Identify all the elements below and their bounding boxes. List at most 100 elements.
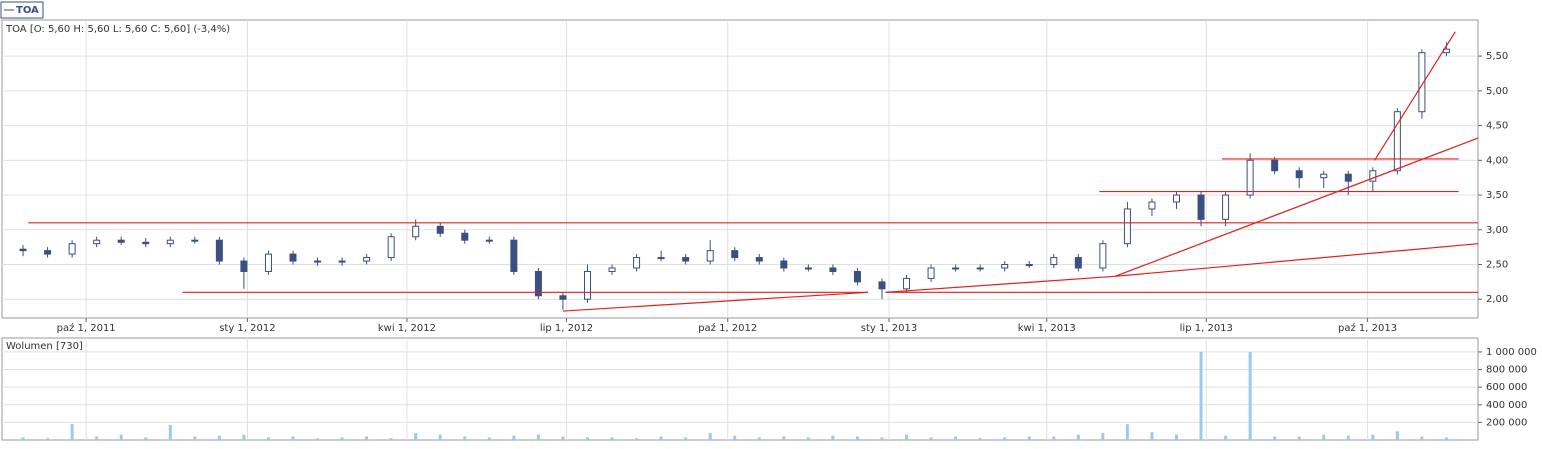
volume-bar bbox=[684, 437, 688, 440]
candle-body bbox=[166, 239, 174, 245]
candle-body bbox=[1222, 194, 1230, 220]
x-tick-label: lip 1, 2012 bbox=[540, 323, 593, 334]
y2-tick-label: 600 000 bbox=[1486, 382, 1527, 393]
volume-bar bbox=[708, 432, 712, 440]
volume-bar bbox=[929, 437, 933, 440]
candle-body bbox=[1172, 194, 1180, 203]
volume-bar bbox=[316, 438, 320, 440]
candle-body bbox=[976, 267, 984, 270]
candle-body bbox=[1418, 52, 1426, 113]
y-tick-label: 2,00 bbox=[1486, 294, 1508, 305]
candle-body bbox=[731, 250, 739, 259]
volume-bar bbox=[365, 436, 369, 440]
candle-body bbox=[44, 250, 52, 255]
volume-bar bbox=[1444, 437, 1448, 440]
volume-bar bbox=[144, 437, 148, 440]
candle-body bbox=[1025, 264, 1033, 267]
candle-body bbox=[363, 257, 371, 262]
volume-bar bbox=[1420, 436, 1424, 440]
volume-bar bbox=[855, 436, 859, 440]
trend-line bbox=[1374, 31, 1456, 161]
volume-bar bbox=[414, 432, 418, 440]
y-tick-label: 3,00 bbox=[1486, 225, 1508, 236]
legend-text: TOA [O: 5,60 H: 5,60 L: 5,60 C: 5,60] (-… bbox=[5, 24, 230, 35]
volume-bar bbox=[1273, 436, 1277, 440]
volume-bar bbox=[1322, 434, 1326, 440]
volume-bar bbox=[905, 434, 909, 440]
candle-body bbox=[215, 239, 223, 262]
trend-line bbox=[1115, 243, 1479, 277]
volume-bar bbox=[954, 436, 958, 440]
candle-body bbox=[583, 270, 591, 300]
y-tick-label: 4,50 bbox=[1486, 121, 1508, 132]
volume-bar bbox=[782, 436, 786, 440]
candle-body bbox=[117, 239, 125, 243]
candle-body bbox=[1295, 170, 1303, 179]
candle-body bbox=[1393, 111, 1401, 172]
volume-bar bbox=[1174, 434, 1178, 440]
volume-bar bbox=[340, 437, 344, 440]
candle-body bbox=[804, 267, 812, 270]
candle-body bbox=[608, 267, 616, 272]
volume-bar bbox=[1395, 431, 1399, 440]
candle-body bbox=[93, 239, 101, 245]
volume-bar bbox=[46, 438, 50, 440]
candle-body bbox=[264, 253, 272, 272]
symbol-box bbox=[0, 1, 44, 19]
candle-body bbox=[927, 267, 935, 279]
volume-bar bbox=[291, 436, 295, 440]
candle-body bbox=[903, 277, 911, 290]
y-tick-label: 4,00 bbox=[1486, 155, 1508, 166]
candle-body bbox=[755, 257, 763, 262]
candle-body bbox=[657, 257, 665, 260]
x-tick-label: paź 1, 2013 bbox=[1338, 322, 1397, 334]
volume-bar bbox=[1052, 436, 1056, 440]
candle-body bbox=[1320, 173, 1328, 179]
volume-bar bbox=[119, 434, 123, 440]
candle-body bbox=[1246, 159, 1254, 196]
volume-bar bbox=[438, 434, 442, 440]
candle-body bbox=[633, 257, 641, 269]
candle-body bbox=[19, 248, 27, 252]
y2-tick-label: 400 000 bbox=[1486, 400, 1527, 411]
volume-bar bbox=[193, 436, 197, 440]
candle-body bbox=[387, 236, 395, 259]
volume-bar bbox=[1027, 436, 1031, 440]
candle-body bbox=[534, 270, 542, 297]
volume-bar bbox=[1248, 351, 1252, 440]
candle-body bbox=[780, 260, 788, 269]
x-tick-label: kwi 1, 2012 bbox=[378, 323, 436, 334]
x-tick-label: paź 1, 2011 bbox=[57, 322, 116, 334]
volume-bar bbox=[880, 437, 884, 440]
y-tick-label: 3,50 bbox=[1486, 190, 1508, 201]
candle-body bbox=[1074, 257, 1082, 269]
candle-body bbox=[436, 225, 444, 234]
volume-panel bbox=[1, 337, 1479, 441]
candle-body bbox=[1099, 243, 1107, 269]
volume-bar bbox=[1003, 437, 1007, 440]
volume-bar bbox=[1224, 435, 1228, 440]
y-tick-label: 5,50 bbox=[1486, 51, 1508, 62]
candle-body bbox=[1271, 159, 1279, 172]
candle-body bbox=[314, 260, 322, 263]
volume-bar bbox=[757, 437, 761, 440]
x-tick-label: sty 1, 2012 bbox=[219, 323, 275, 334]
candle-body bbox=[1123, 208, 1131, 245]
candle-body bbox=[485, 239, 493, 242]
y-tick-label: 5,00 bbox=[1486, 86, 1508, 97]
volume-bar bbox=[806, 437, 810, 440]
candle-body bbox=[706, 250, 714, 262]
trend-line bbox=[885, 275, 1116, 293]
volume-bar bbox=[585, 437, 589, 440]
volume-bar bbox=[1346, 435, 1350, 440]
candle-body bbox=[559, 295, 567, 300]
grid bbox=[2, 20, 1482, 440]
volume-bar bbox=[1125, 424, 1129, 440]
symbol: TOA bbox=[16, 5, 39, 16]
candle-body bbox=[412, 225, 420, 238]
volume-bar bbox=[1101, 432, 1105, 440]
candle-body bbox=[1369, 170, 1377, 182]
candle-body bbox=[510, 239, 518, 272]
candle-body bbox=[191, 239, 199, 242]
volume-bar bbox=[561, 436, 565, 440]
